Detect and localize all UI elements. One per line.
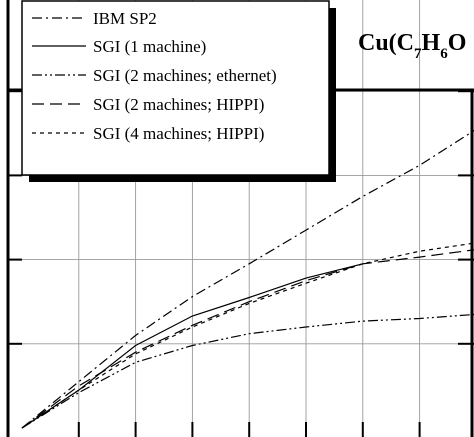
- chart-title: Cu(C7H6O: [358, 30, 466, 62]
- series-line-sgi-2-machines-hippi: [21, 249, 474, 429]
- legend-label-sgi-1: SGI (1 machine): [93, 37, 206, 56]
- legend-label-ibm-sp2: IBM SP2: [93, 9, 157, 28]
- legend-box: [21, 0, 330, 176]
- legend-label-sgi-2-ethernet: SGI (2 machines; ethernet): [93, 66, 277, 85]
- legend: IBM SP2 SGI (1 machine) SGI (2 machines;…: [21, 0, 336, 182]
- legend-label-sgi-4-hippi: SGI (4 machines; HIPPI): [93, 124, 264, 143]
- legend-items: [32, 17, 86, 134]
- series-lines: [21, 129, 474, 429]
- series-line-sgi-2-machines-ethernet: [21, 313, 474, 429]
- series-line-sgi-1-machine: [21, 263, 363, 429]
- legend-label-sgi-2-hippi: SGI (2 machines; HIPPI): [93, 95, 264, 114]
- series-line-ibm-sp2: [21, 129, 474, 429]
- series-line-sgi-4-machines-hippi: [21, 242, 474, 429]
